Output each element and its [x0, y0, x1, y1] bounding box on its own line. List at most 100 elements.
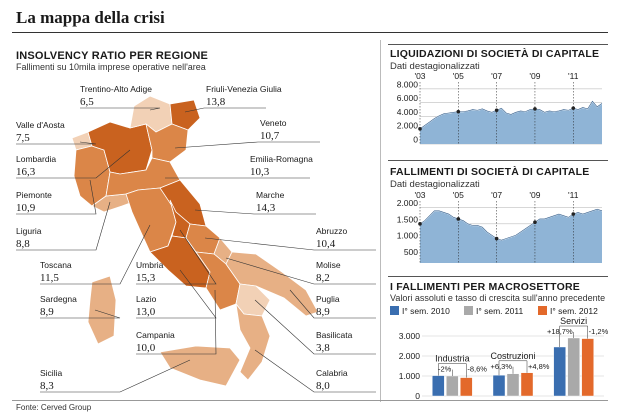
- region-label-veneto: Veneto: [260, 118, 287, 128]
- macro-rule: [388, 276, 608, 277]
- category-label: Costruzioni: [490, 351, 535, 361]
- region-sardegna: [87, 275, 117, 345]
- region-label-puglia: Puglia: [316, 294, 340, 304]
- year-point: [418, 127, 422, 131]
- bar-servizi-2: [581, 338, 594, 397]
- region-label-emilia-romagna: Emilia-Romagna: [250, 154, 313, 164]
- chart-fallimenti: 2.000 1.500 1.000 500 '03 '05 '07 '09 '11: [397, 190, 603, 263]
- x-tick-label: '05: [453, 190, 464, 200]
- region-label-lombardia: Lombardia: [16, 154, 56, 164]
- y-tick-label: 0: [413, 135, 418, 145]
- bar-industria-0: [432, 375, 445, 397]
- year-point: [456, 109, 461, 114]
- year-point: [571, 106, 576, 110]
- region-label-trentino-alto-adige: Trentino-Alto Adige: [80, 84, 152, 94]
- region-value-umbria: 15,3: [136, 272, 156, 284]
- bracket: [559, 325, 588, 347]
- region-value-friuli-venezia-giulia: 13,8: [206, 96, 226, 108]
- leader-molise: [225, 257, 376, 285]
- region-trentino: [129, 95, 173, 133]
- leader-puglia: [289, 289, 376, 319]
- series-area: [420, 209, 602, 263]
- category-label: Servizi: [560, 316, 587, 326]
- growth-label: +18,7%: [547, 327, 573, 336]
- region-labels: Trentino-Alto Adige 6,5 Friuli-Venezia Giu…: [16, 84, 353, 392]
- region-label-molise: Molise: [316, 260, 341, 270]
- fall-title: FALLIMENTI DI SOCIETÀ DI CAPITALE: [390, 166, 590, 178]
- leader-sicilia: [40, 359, 191, 393]
- y-tick-label: 1.000: [399, 371, 421, 381]
- bar-industria-1: [446, 375, 459, 397]
- chart-liquidazioni: 8.000 6.000 4.000 2.000 0 '03 '05 '07 '09 '11: [397, 71, 603, 145]
- bracket: [438, 363, 467, 378]
- leader-abruzzo: [204, 237, 376, 251]
- region-label-sicilia: Sicilia: [40, 368, 62, 378]
- y-tick-label: 2.000: [399, 351, 421, 361]
- growth-label: +6,3%: [491, 362, 513, 371]
- year-point: [418, 222, 422, 226]
- year-point: [456, 217, 461, 221]
- legend-label: I° sem. 2010: [402, 306, 450, 316]
- region-label-friuli-venezia-giulia: Friuli-Venezia Giulia: [206, 84, 282, 94]
- region-value-sicilia: 8,3: [40, 380, 54, 392]
- region-label-campania: Campania: [136, 330, 175, 340]
- leader-umbria: [136, 229, 217, 285]
- leader-lombardia: [16, 149, 131, 179]
- leader-veneto: [174, 141, 320, 149]
- year-point: [571, 212, 576, 216]
- region-sicilia: [159, 345, 241, 387]
- x-tick-label: '03: [414, 71, 425, 81]
- map-title: INSOLVENCY RATIO PER REGIONE: [16, 50, 209, 62]
- y-tick-label: 0: [415, 391, 420, 401]
- region-value-lombardia: 16,3: [16, 166, 36, 178]
- leader-trentino-alto-adige: [80, 107, 161, 111]
- source-rule: [12, 400, 608, 413]
- fall-subtitle: Dati destagionalizzati: [390, 179, 480, 190]
- leader-basilicata: [254, 299, 376, 355]
- leader-piemonte: [16, 179, 97, 215]
- region-label-basilicata: Basilicata: [316, 330, 353, 340]
- region-label-piemonte: Piemonte: [16, 190, 52, 200]
- legend-swatch: [390, 306, 399, 315]
- leader-campania: [136, 289, 217, 355]
- leader-lazio: [136, 269, 217, 319]
- region-value-abruzzo: 10,4: [316, 238, 336, 250]
- growth-label: -1,2%: [589, 327, 609, 336]
- region-value-puglia: 8,9: [316, 306, 330, 318]
- y-tick-label: 8.000: [397, 79, 419, 89]
- region-label-umbria: Umbria: [136, 260, 164, 270]
- x-tick-label: '05: [453, 71, 464, 81]
- y-tick-label: 4.000: [397, 107, 419, 117]
- region-toscana: [125, 187, 177, 253]
- column-divider: [380, 40, 381, 402]
- category-label: Industria: [435, 354, 470, 364]
- region-value-marche: 14,3: [256, 202, 276, 214]
- bar-servizi-0: [553, 346, 566, 397]
- y-tick-label: 2.000: [397, 198, 419, 208]
- leader-liguria: [16, 201, 111, 251]
- year-point: [494, 108, 499, 113]
- leader-sardegna: [40, 309, 121, 319]
- region-label-marche: Marche: [256, 190, 285, 200]
- y-tick-label: 1.500: [397, 214, 419, 224]
- leader-calabria: [254, 349, 376, 393]
- fall-rule: [388, 160, 608, 161]
- x-tick-label: '11: [568, 190, 579, 200]
- region-calabria: [235, 302, 271, 381]
- year-point: [533, 107, 537, 111]
- x-tick-label: '09: [529, 71, 540, 81]
- liq-title: LIQUIDAZIONI DI SOCIETÀ DI CAPITALE: [390, 48, 600, 60]
- legend-label: I° sem. 2012: [550, 306, 598, 316]
- liq-rule: [388, 44, 608, 45]
- x-tick-label: '11: [568, 71, 579, 81]
- region-value-veneto: 10,7: [260, 130, 280, 142]
- region-value-piemonte: 10,9: [16, 202, 36, 214]
- region-veneto: [145, 122, 189, 163]
- x-tick-label: '07: [491, 190, 502, 200]
- x-tick-label: '09: [529, 190, 540, 200]
- region-label-lazio: Lazio: [136, 294, 157, 304]
- chart-macrosettore: I° sem. 2010 I° sem. 2011 I° sem. 2012 3.00…: [390, 306, 609, 401]
- region-label-valle-d-aosta: Valle d'Aosta: [16, 120, 65, 130]
- region-value-molise: 8,2: [316, 272, 330, 284]
